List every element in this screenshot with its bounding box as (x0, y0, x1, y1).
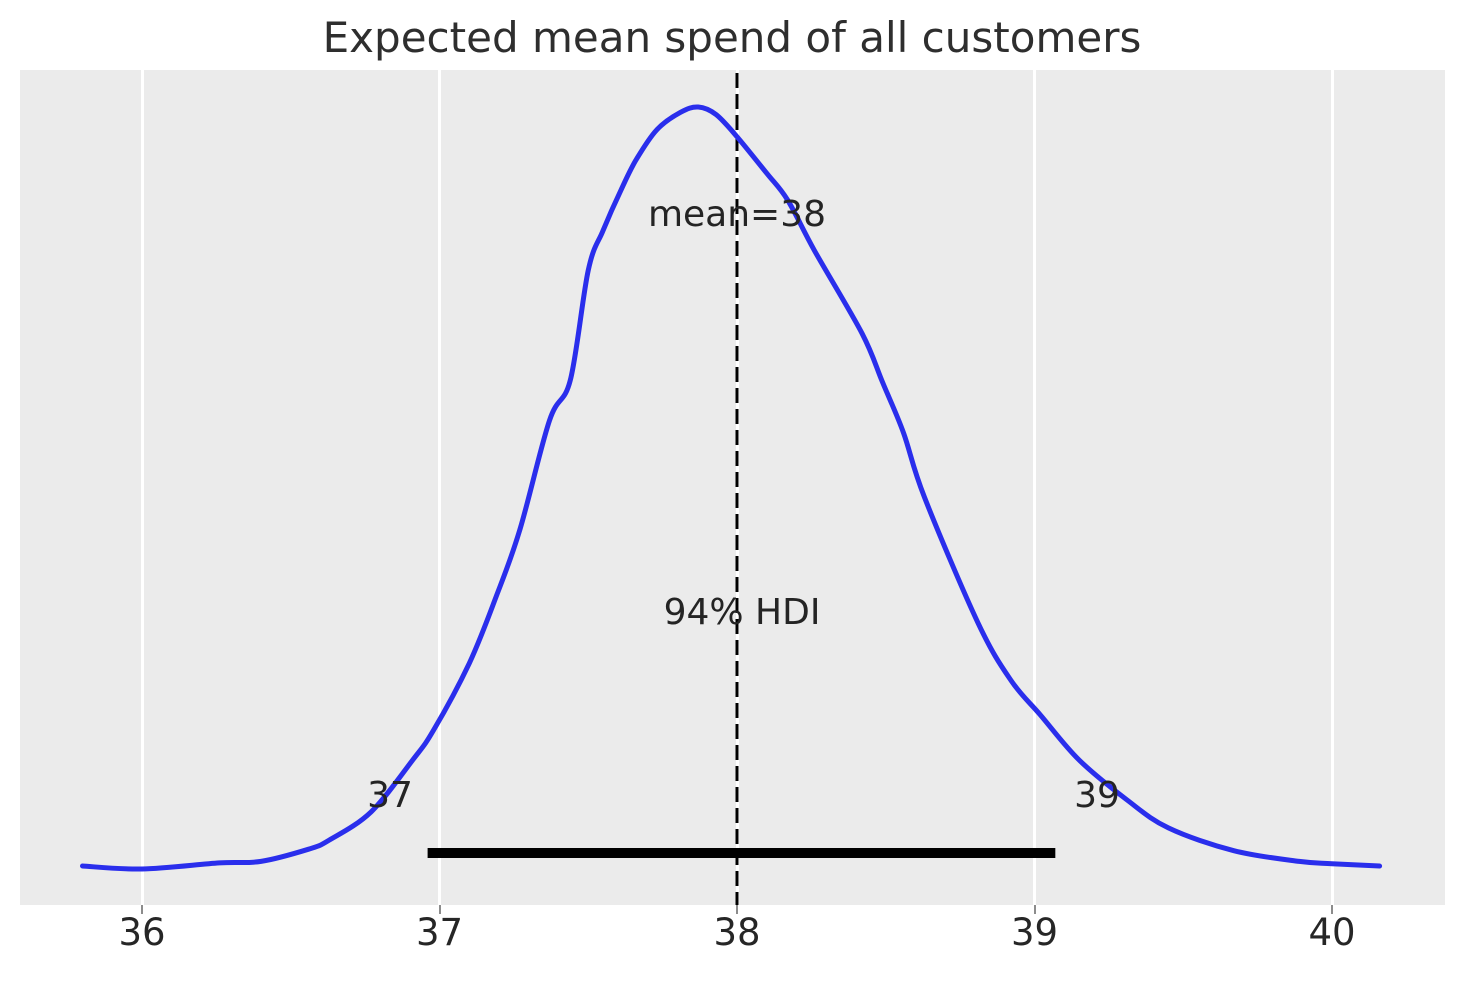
chart-title: Expected mean spend of all customers (322, 13, 1142, 62)
x-tick-mark (1033, 905, 1036, 914)
hdi-label: 94% HDI (663, 592, 821, 633)
x-tick-mark (438, 905, 441, 914)
x-tick-mark (736, 905, 738, 914)
gridline-x-40 (1330, 70, 1334, 905)
gridline-x-37 (438, 70, 441, 905)
x-tick-label: 39 (1010, 911, 1059, 954)
gridline-x-39 (1033, 70, 1036, 905)
x-tick-label: 37 (415, 911, 464, 954)
x-tick-label: 40 (1308, 911, 1356, 954)
plot-area (20, 70, 1445, 905)
x-tick-label: 38 (713, 911, 761, 954)
x-tick-mark (1331, 905, 1333, 914)
hdi-lower-label: 37 (367, 775, 413, 816)
hdi-upper-label: 39 (1074, 775, 1120, 816)
gridline-x-38 (735, 70, 739, 905)
x-tick-mark (141, 905, 143, 914)
kde-curve (80, 104, 1383, 872)
gridline-x-36 (140, 70, 144, 905)
mean-label: mean=38 (647, 194, 827, 235)
x-tick-label: 36 (118, 911, 166, 954)
